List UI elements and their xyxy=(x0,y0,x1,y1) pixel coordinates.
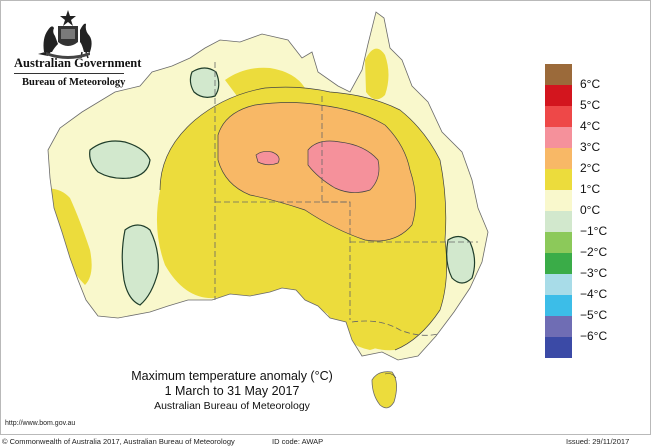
legend-label: 6°C xyxy=(580,77,601,91)
id-code: ID code: AWAP xyxy=(272,437,324,446)
legend-swatch xyxy=(545,274,572,295)
logo-divider xyxy=(14,73,124,74)
legend-swatch xyxy=(545,232,572,253)
colour-legend: 6°C 5°C 4°C 3°C 2°C 1°C 0°C −1°C −2°C −3°C −4°C −5°… xyxy=(545,64,625,364)
temperature-anomaly-map xyxy=(47,11,489,409)
copyright-notice: © Commonwealth of Australia 2017, Austra… xyxy=(2,437,235,446)
bureau-name: Bureau of Meteorology xyxy=(22,77,126,88)
legend-swatch xyxy=(545,148,572,169)
legend-label: −1°C xyxy=(580,224,608,238)
legend-label: 0°C xyxy=(580,203,601,217)
legend-swatch xyxy=(545,316,572,337)
caption-period: 1 March to 31 May 2017 xyxy=(164,384,300,398)
legend-swatch xyxy=(545,295,572,316)
map-caption: Maximum temperature anomaly (°C) 1 March… xyxy=(92,369,372,413)
legend-swatch xyxy=(545,169,572,190)
legend-label: −3°C xyxy=(580,266,608,280)
caption-title: Maximum temperature anomaly (°C) xyxy=(131,369,333,383)
caption-source: Australian Bureau of Meteorology xyxy=(154,400,310,412)
legend-label: 2°C xyxy=(580,161,601,175)
legend-label: −5°C xyxy=(580,308,608,322)
legend-label: 5°C xyxy=(580,98,601,112)
legend-label: 1°C xyxy=(580,182,601,196)
bom-url[interactable]: http://www.bom.gov.au xyxy=(5,420,76,427)
legend-label: 4°C xyxy=(580,119,601,133)
legend-label: −6°C xyxy=(580,329,608,343)
legend-swatch xyxy=(545,190,572,211)
legend-swatch xyxy=(545,85,572,106)
legend-swatch xyxy=(545,253,572,274)
issue-date: Issued: 29/11/2017 xyxy=(566,437,630,446)
legend-swatch xyxy=(545,211,572,232)
legend-label: 3°C xyxy=(580,140,601,154)
legend-label: −2°C xyxy=(580,245,608,259)
legend-swatch xyxy=(545,106,572,127)
government-name: Australian Government xyxy=(14,56,142,70)
legend-swatch xyxy=(545,127,572,148)
legend-label: −4°C xyxy=(580,287,608,301)
legend-swatch xyxy=(545,64,572,85)
legend-swatch xyxy=(545,337,572,358)
coat-of-arms-icon xyxy=(38,10,92,59)
